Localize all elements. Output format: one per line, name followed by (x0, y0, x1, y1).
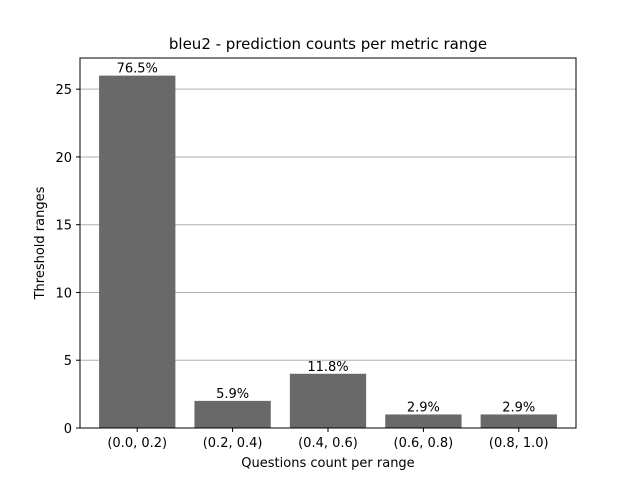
bar (99, 75, 176, 428)
bar (194, 400, 271, 428)
y-tick-label: 10 (55, 286, 72, 301)
y-tick-label: 5 (64, 354, 72, 369)
x-tick-label: (0.8, 1.0) (489, 436, 549, 451)
bar-data-label: 2.9% (407, 400, 440, 415)
bars (99, 75, 557, 428)
x-tick-label: (0.4, 0.6) (298, 436, 358, 451)
y-tick-label: 25 (55, 83, 72, 98)
x-axis-label: Questions count per range (241, 456, 414, 471)
y-tick-label: 15 (55, 219, 72, 234)
bar-data-label: 11.8% (307, 360, 348, 375)
y-axis-ticks: 0 5 10 15 20 25 (55, 83, 80, 437)
x-tick-label: (0.2, 0.4) (203, 436, 263, 451)
y-axis-label: Threshold ranges (33, 186, 48, 300)
x-axis-ticks: (0.0, 0.2) (0.2, 0.4) (0.4, 0.6) (0.6, 0.8)… (107, 428, 549, 451)
x-tick-label: (0.0, 0.2) (107, 436, 167, 451)
y-tick-label: 20 (55, 151, 72, 166)
bar (480, 414, 557, 428)
y-tick-label: 0 (64, 422, 72, 437)
bar-data-label: 2.9% (502, 400, 535, 415)
bar-data-label: 76.5% (117, 62, 158, 77)
data-labels: 76.5% 5.9% 11.8% 2.9% 2.9% (117, 62, 536, 416)
x-tick-label: (0.6, 0.8) (394, 436, 454, 451)
chart-title: bleu2 - prediction counts per metric ran… (169, 35, 487, 53)
bar-data-label: 5.9% (216, 387, 249, 402)
bar (289, 373, 367, 428)
bar (385, 414, 462, 428)
